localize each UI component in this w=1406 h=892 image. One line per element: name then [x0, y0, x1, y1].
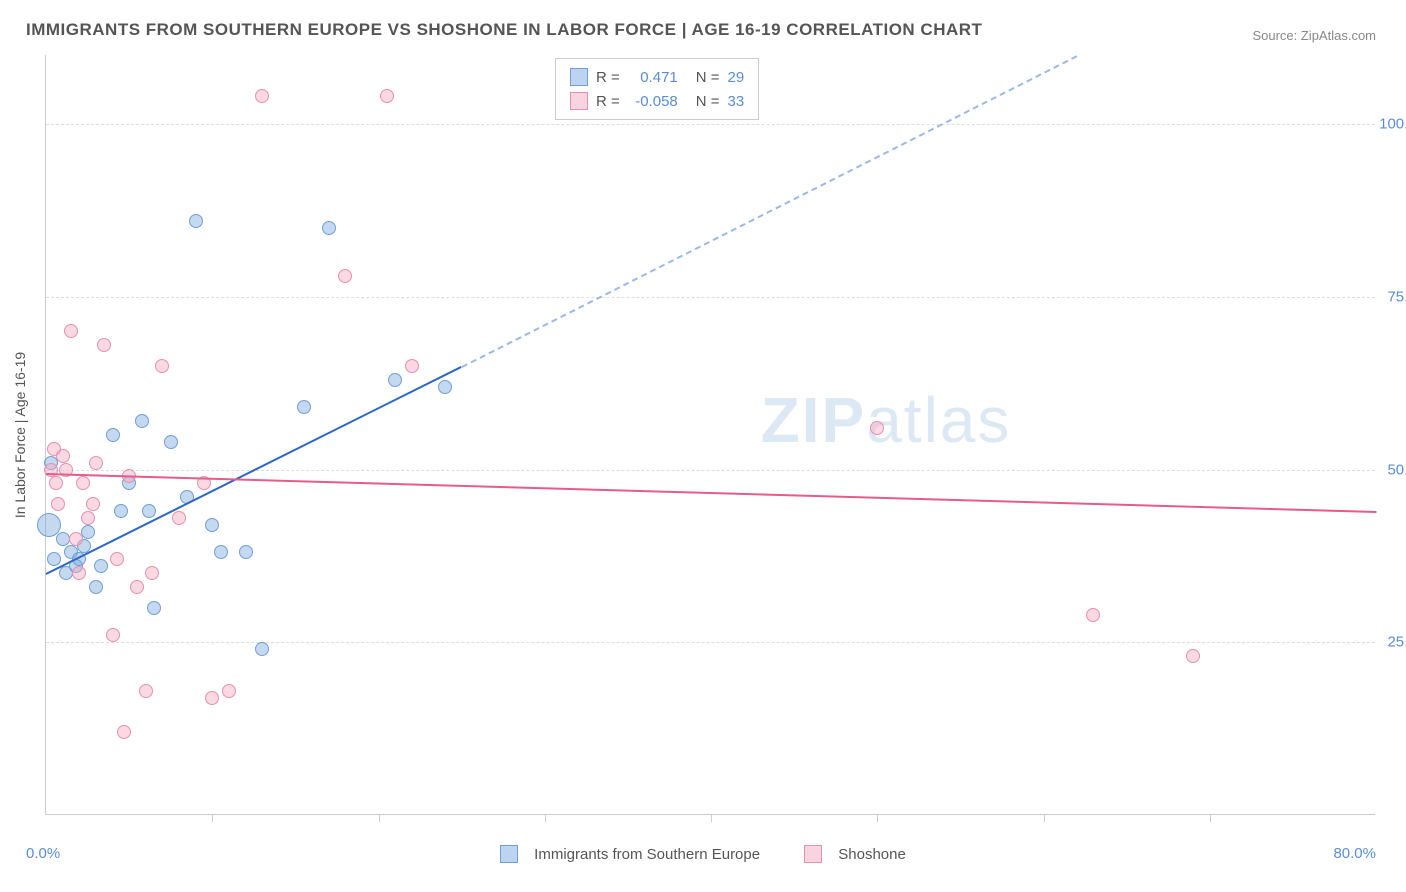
data-point: [97, 338, 111, 352]
trend-line: [46, 366, 463, 575]
trend-line: [46, 473, 1376, 513]
data-point: [172, 511, 186, 525]
data-point: [405, 359, 419, 373]
data-point: [222, 684, 236, 698]
data-point: [189, 214, 203, 228]
x-tick: [545, 814, 546, 822]
data-point: [81, 511, 95, 525]
series2-swatch: [570, 92, 588, 110]
data-point: [388, 373, 402, 387]
data-point: [1186, 649, 1200, 663]
data-point: [49, 476, 63, 490]
data-point: [114, 504, 128, 518]
n-label: N =: [696, 69, 720, 86]
data-point: [76, 476, 90, 490]
data-point: [64, 324, 78, 338]
series2-swatch-icon: [804, 845, 822, 863]
series1-swatch-icon: [500, 845, 518, 863]
data-point: [94, 559, 108, 573]
y-axis-title: In Labor Force | Age 16-19: [12, 352, 28, 518]
series1-n-value: 29: [728, 69, 745, 86]
gridline: [46, 297, 1375, 298]
data-point: [338, 269, 352, 283]
data-point: [255, 89, 269, 103]
y-tick-label: 50.0%: [1387, 461, 1406, 478]
stats-row-1: R = 0.471 N = 29: [570, 65, 744, 89]
x-tick: [212, 814, 213, 822]
legend-item-2: Shoshone: [794, 845, 916, 863]
plot-area: ZIPatlas 25.0%50.0%75.0%100.0%: [45, 55, 1375, 815]
data-point: [255, 642, 269, 656]
data-point: [380, 89, 394, 103]
data-point: [239, 545, 253, 559]
data-point: [164, 435, 178, 449]
data-point: [205, 518, 219, 532]
data-point: [56, 449, 70, 463]
data-point: [110, 552, 124, 566]
series2-n-value: 33: [728, 93, 745, 110]
data-point: [322, 221, 336, 235]
data-point: [89, 580, 103, 594]
gridline: [46, 124, 1375, 125]
gridline: [46, 642, 1375, 643]
data-point: [147, 601, 161, 615]
r-label: R =: [596, 93, 620, 110]
data-point: [139, 684, 153, 698]
series1-label: Immigrants from Southern Europe: [534, 846, 760, 863]
x-tick: [711, 814, 712, 822]
data-point: [1086, 608, 1100, 622]
data-point: [51, 497, 65, 511]
series1-r-value: 0.471: [628, 69, 678, 86]
r-label: R =: [596, 69, 620, 86]
series2-label: Shoshone: [838, 846, 906, 863]
stats-legend: R = 0.471 N = 29 R = -0.058 N = 33: [555, 58, 759, 120]
x-tick: [1044, 814, 1045, 822]
x-tick: [1210, 814, 1211, 822]
data-point: [438, 380, 452, 394]
data-point: [117, 725, 131, 739]
x-tick: [379, 814, 380, 822]
data-point: [106, 628, 120, 642]
source-text: Source: ZipAtlas.com: [1252, 28, 1376, 43]
data-point: [69, 532, 83, 546]
series2-r-value: -0.058: [628, 93, 678, 110]
data-point: [135, 414, 149, 428]
y-tick-label: 25.0%: [1387, 634, 1406, 651]
data-point: [145, 566, 159, 580]
data-point: [106, 428, 120, 442]
bottom-legend: Immigrants from Southern Europe Shoshone: [0, 845, 1406, 867]
data-point: [56, 532, 70, 546]
data-point: [297, 400, 311, 414]
gridline: [46, 470, 1375, 471]
data-point: [86, 497, 100, 511]
watermark: ZIPatlas: [761, 383, 1012, 457]
data-point: [89, 456, 103, 470]
data-point: [72, 566, 86, 580]
data-point: [47, 552, 61, 566]
x-tick: [877, 814, 878, 822]
legend-item-1: Immigrants from Southern Europe: [490, 845, 770, 863]
chart-title: IMMIGRANTS FROM SOUTHERN EUROPE VS SHOSH…: [26, 20, 982, 40]
data-point: [142, 504, 156, 518]
trend-line: [461, 55, 1077, 368]
stats-row-2: R = -0.058 N = 33: [570, 89, 744, 113]
data-point: [870, 421, 884, 435]
data-point: [214, 545, 228, 559]
n-label: N =: [696, 93, 720, 110]
data-point: [155, 359, 169, 373]
y-tick-label: 75.0%: [1387, 288, 1406, 305]
y-tick-label: 100.0%: [1379, 116, 1406, 133]
series1-swatch: [570, 68, 588, 86]
data-point: [205, 691, 219, 705]
data-point: [130, 580, 144, 594]
